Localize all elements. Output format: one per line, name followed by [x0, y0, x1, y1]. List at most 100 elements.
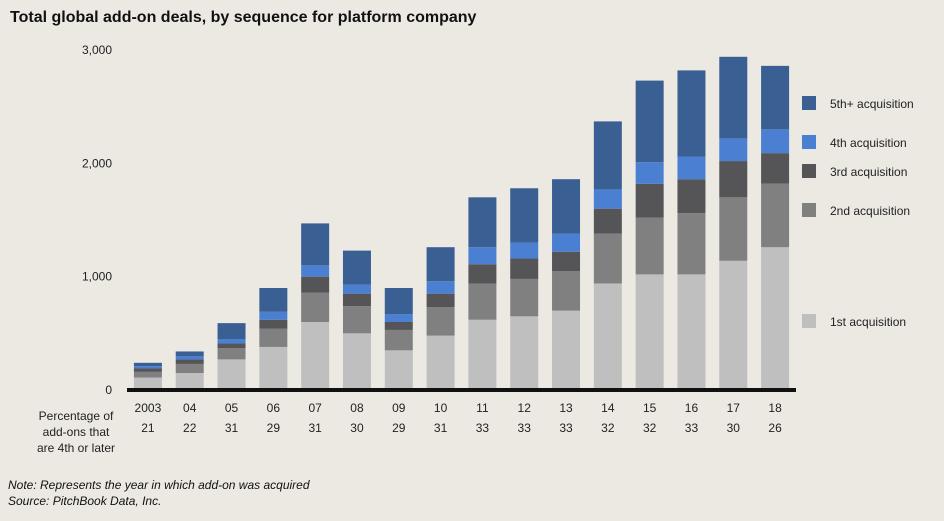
bar-segment — [510, 242, 539, 259]
bar-segment — [552, 179, 581, 234]
bar-segment — [510, 316, 539, 390]
bar-segment — [301, 276, 330, 293]
bar-stack — [468, 197, 497, 390]
bar-segment — [719, 161, 748, 198]
percentage-value: 29 — [267, 421, 281, 435]
bar-segment — [175, 351, 204, 356]
bar-segment — [342, 306, 371, 334]
source-text: Source: PitchBook Data, Inc. — [8, 494, 162, 508]
bar-stack — [719, 56, 748, 390]
x-tick-label: 11 — [476, 401, 489, 415]
bar-segment — [635, 274, 664, 390]
bar-segment — [259, 288, 288, 312]
bar-segment — [259, 319, 288, 329]
legend-item: 3rd acquisition — [802, 164, 907, 179]
percentage-value: 33 — [518, 421, 532, 435]
y-axis-ticks: 0 1,000 2,000 3,000 — [82, 43, 112, 397]
bar-segment — [593, 233, 622, 284]
y-tick-label: 3,000 — [82, 43, 112, 57]
legend-label: 4th acquisition — [830, 136, 907, 150]
bar-segment — [761, 153, 790, 184]
bar-segment — [510, 258, 539, 279]
bar-segment — [133, 377, 162, 390]
bar-segment — [593, 208, 622, 234]
bar-segment — [552, 310, 581, 390]
bar-segment — [719, 260, 748, 390]
bar-segment — [217, 323, 246, 339]
bar-segment — [677, 70, 706, 157]
percentage-value: 32 — [643, 421, 657, 435]
bar-segment — [175, 363, 204, 373]
bar-segment — [761, 183, 790, 248]
chart-notes: Note: Represents the year in which add-o… — [8, 477, 310, 509]
x-tick-label: 08 — [350, 401, 364, 415]
bar-stack — [593, 121, 622, 390]
legend-item: 2nd acquisition — [802, 203, 910, 218]
x-tick-label: 04 — [183, 401, 197, 415]
legend-swatch — [802, 203, 816, 217]
bar-segment — [761, 65, 790, 130]
x-tick-label: 06 — [267, 401, 281, 415]
x-tick-label: 15 — [643, 401, 657, 415]
bar-stack — [217, 323, 246, 390]
bar-stack — [133, 362, 162, 390]
bar-segment — [301, 265, 330, 277]
bar-segment — [635, 183, 664, 218]
y-tick-label: 0 — [105, 383, 112, 397]
bar-segment — [175, 373, 204, 390]
percentage-row-label-line: are 4th or later — [36, 441, 116, 455]
bar-segment — [342, 293, 371, 307]
bar-segment — [635, 80, 664, 163]
percentage-value: 31 — [308, 421, 322, 435]
x-tick-label: 10 — [434, 401, 448, 415]
percentage-value: 33 — [685, 421, 699, 435]
bar-stack — [510, 188, 539, 390]
bar-segment — [217, 339, 246, 344]
bar-segment — [384, 329, 413, 351]
bar-stack — [761, 65, 790, 390]
percentage-value: 29 — [392, 421, 406, 435]
note-text: Note: Represents the year in which add-o… — [8, 478, 310, 492]
x-tick-label: 13 — [559, 401, 573, 415]
bar-segment — [426, 247, 455, 282]
bar-segment — [468, 319, 497, 390]
y-tick-label: 1,000 — [82, 270, 112, 284]
x-tick-label: 16 — [685, 401, 699, 415]
legend: 5th+ acquisition 4th acquisition 3rd acqui… — [802, 96, 914, 329]
percentage-value: 31 — [434, 421, 448, 435]
bar-segment — [426, 335, 455, 390]
percentage-row-label: Percentage of add-ons that are 4th or la… — [30, 408, 122, 456]
x-tick-label: 17 — [727, 401, 741, 415]
percentage-row: 21 22 31 29 31 30 29 31 33 33 33 32 32 33 30 26 — [141, 421, 782, 435]
bar-segment — [342, 284, 371, 294]
bar-segment — [301, 223, 330, 266]
bar-stack — [635, 80, 664, 390]
x-tick-label: 09 — [392, 401, 406, 415]
bar-segment — [384, 288, 413, 315]
bar-segment — [301, 292, 330, 322]
bar-segment — [259, 346, 288, 390]
bar-segment — [175, 356, 204, 360]
bar-segment — [552, 271, 581, 311]
bar-segment — [301, 322, 330, 390]
bar-segment — [384, 322, 413, 330]
legend-item: 5th+ acquisition — [802, 96, 914, 111]
legend-item: 1st acquisition — [802, 314, 906, 329]
bar-segment — [259, 311, 288, 320]
bar-stack — [259, 288, 288, 390]
bar-segment — [217, 348, 246, 360]
bar-stack — [175, 351, 204, 390]
percentage-row-label-line: add-ons that — [42, 425, 110, 439]
bar-segment — [468, 283, 497, 320]
chart-title: Total global add-on deals, by sequence f… — [10, 9, 477, 26]
bar-stack — [677, 70, 706, 390]
percentage-value: 22 — [183, 421, 197, 435]
percentage-value: 30 — [350, 421, 364, 435]
bar-segment — [761, 247, 790, 390]
bar-segment — [217, 359, 246, 390]
bar-segment — [593, 283, 622, 390]
bar-stack — [342, 250, 371, 390]
x-tick-label: 05 — [225, 401, 239, 415]
legend-label: 1st acquisition — [830, 315, 906, 329]
